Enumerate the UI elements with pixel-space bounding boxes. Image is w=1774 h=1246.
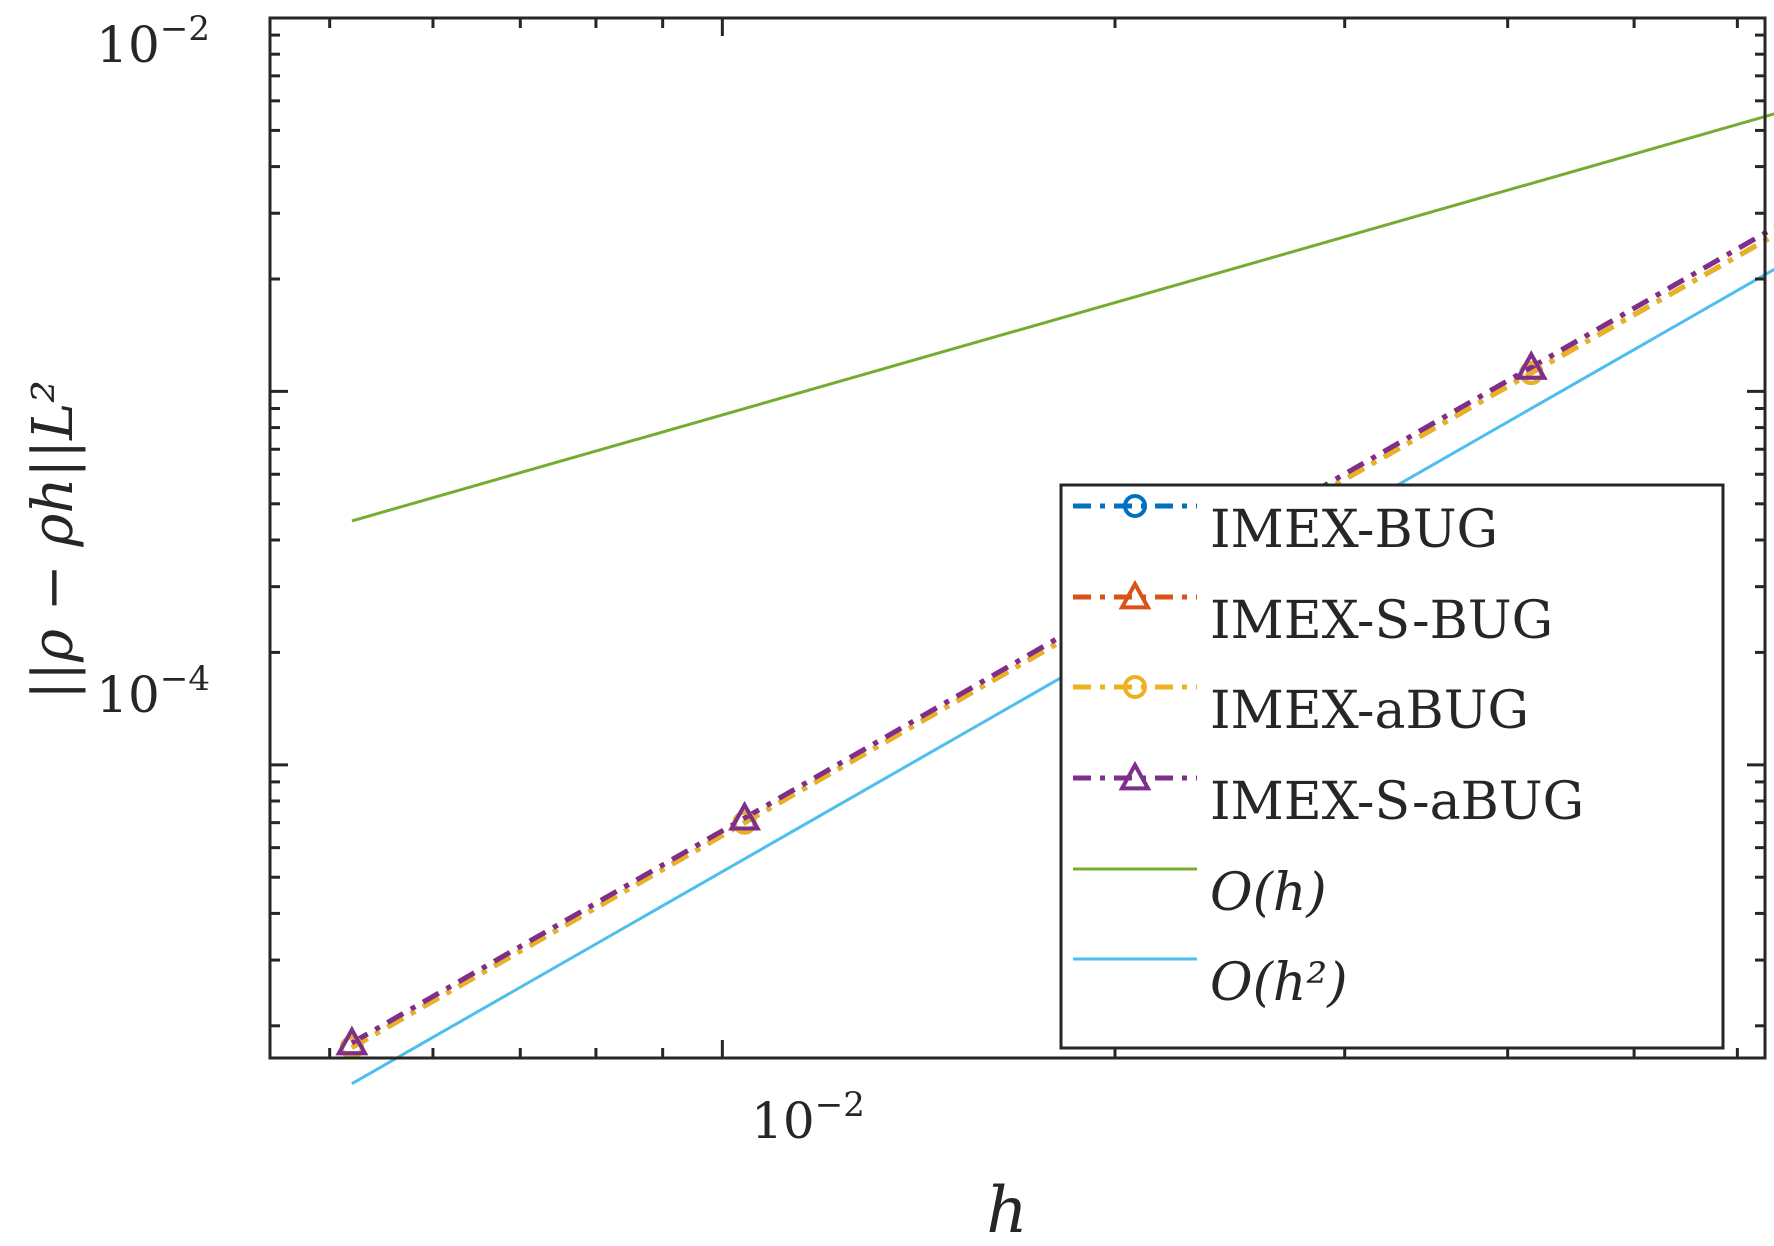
legend-label-imex-s-abug: IMEX-S-aBUG [1210,772,1584,832]
legend: IMEX-BUG IMEX-S-BUG IMEX-aBUG IMEX-S-aBU… [1061,485,1723,1048]
legend-label-imex-abug: IMEX-aBUG [1210,681,1529,741]
convergence-chart: 10−4 10−2 10−2 h ||ρ − ρh||L² IMEX-BUG I… [0,0,1774,1246]
legend-label-order-h2: O(h²) [1210,953,1348,1013]
legend-label-imex-s-bug: IMEX-S-BUG [1210,591,1553,651]
x-axis-label: h [986,1174,1027,1246]
legend-label-order-h: O(h) [1210,863,1327,923]
legend-label-imex-bug: IMEX-BUG [1210,500,1498,560]
y-axis-label: ||ρ − ρh||L² [21,380,86,700]
legend-box [1061,485,1723,1048]
